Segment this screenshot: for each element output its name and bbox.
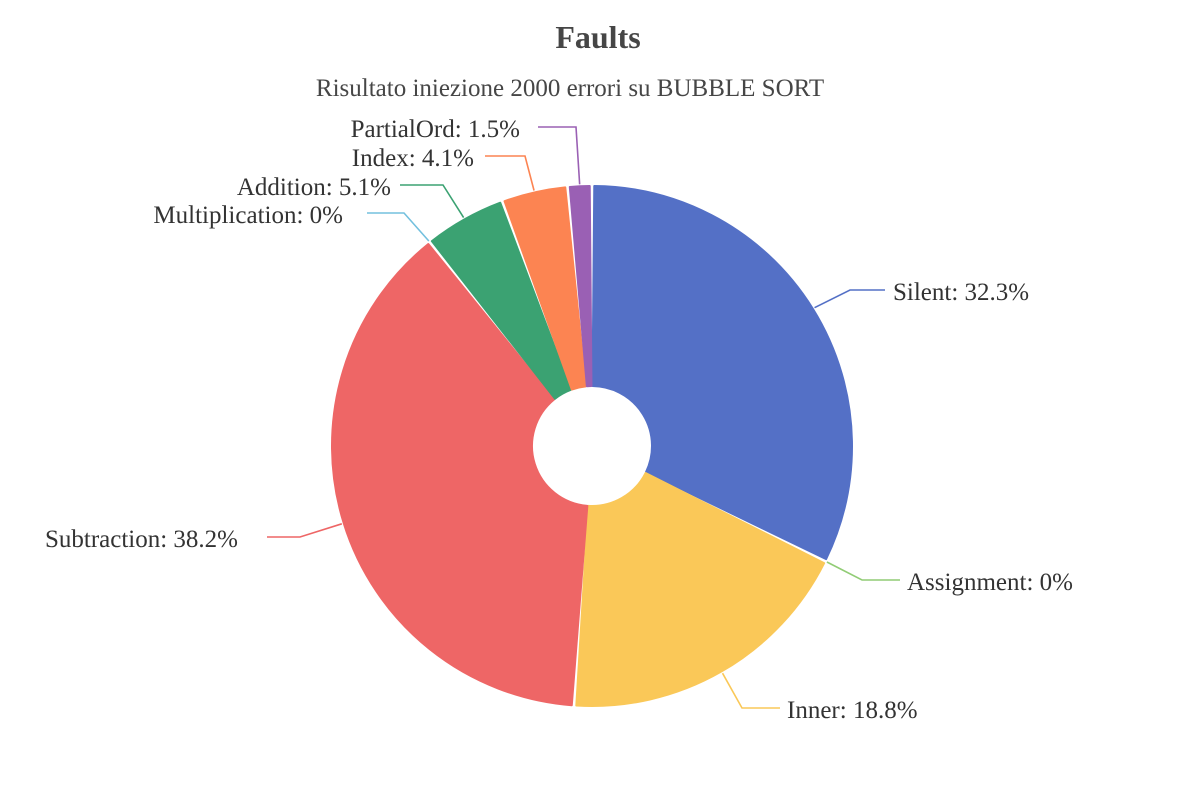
leader-line-subtraction [267,523,343,538]
slice-label-multiplication: Multiplication: 0% [153,202,343,229]
slice-addition[interactable] [430,201,572,400]
slice-label-silent: Silent: 32.3% [893,279,1029,306]
slice-label-subtraction: Subtraction: 38.2% [45,526,238,553]
leader-line-silent [814,289,885,309]
slice-index[interactable] [503,186,587,391]
leader-line-multiplication [367,212,430,242]
pie-slices [331,185,853,707]
chart-subtitle: Risultato iniezione 2000 errori su BUBBL… [316,75,824,102]
slice-silent[interactable] [591,185,853,561]
slice-inner[interactable] [575,472,826,707]
chart-title: Faults [555,19,640,55]
slice-label-partialord: PartialOrd: 1.5% [351,116,520,143]
slice-label-addition: Addition: 5.1% [237,174,391,201]
slice-subtraction[interactable] [331,242,589,707]
leader-line-inner [721,672,780,709]
label-leader-lines [267,126,900,709]
leader-line-index [485,155,535,191]
slice-labels: Silent: 32.3% Assignment: 0% Inner: 18.8% S… [45,116,1073,724]
leader-line-partialord [538,126,581,185]
slice-label-inner: Inner: 18.8% [787,697,918,724]
slice-label-index: Index: 4.1% [352,145,474,172]
leader-line-assignment [826,561,900,581]
leader-line-addition [400,184,465,219]
slice-label-assignment: Assignment: 0% [907,569,1073,596]
slice-partialord[interactable] [568,185,593,388]
